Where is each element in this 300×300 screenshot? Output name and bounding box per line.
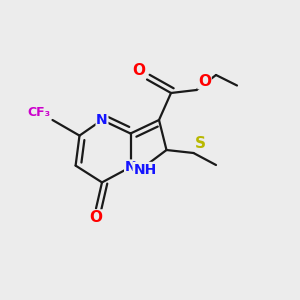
Text: CF₃: CF₃	[27, 106, 50, 118]
Text: O: O	[133, 63, 146, 78]
Text: S: S	[195, 136, 206, 151]
Text: O: O	[89, 210, 103, 225]
Text: N: N	[96, 113, 108, 127]
Text: NH: NH	[133, 163, 157, 176]
Text: O: O	[198, 74, 211, 88]
Text: N: N	[125, 160, 136, 174]
